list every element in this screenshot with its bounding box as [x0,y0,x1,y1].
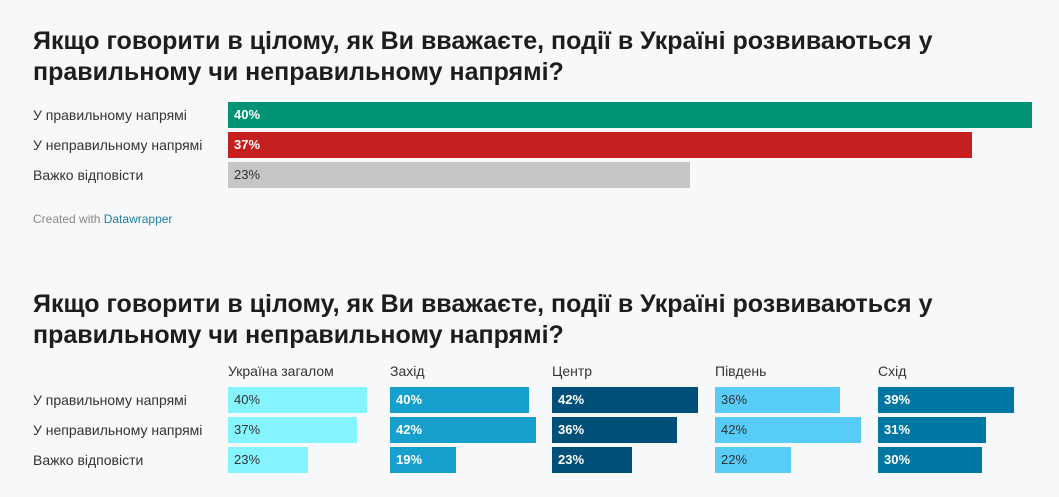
chart2-bar [552,387,698,413]
chart2-bar-value: 23% [234,452,261,467]
datawrapper-link[interactable]: Datawrapper [103,212,173,226]
chart1-bar [228,162,691,188]
chart2-bar-value: 37% [234,422,261,437]
chart2-bar-value: 42% [721,422,748,437]
chart1-bar [228,102,1032,128]
chart2-column-header: Південь [715,363,767,379]
chart2-bar-value: 19% [396,452,423,467]
chart2-bar [715,417,861,443]
chart1-bar-value: 40% [234,107,261,122]
chart2-column-header: Захід [390,363,425,379]
chart2-bar [228,417,357,443]
chart2-column-header: Центр [552,363,593,379]
chart2-bar [715,447,792,473]
chart2-column-header: Україна загалом [228,363,334,379]
chart2-bar-value: 36% [721,392,748,407]
chart2-bar [878,387,1014,413]
chart2-column-header: Схід [878,363,907,379]
chart2-bar-value: 40% [396,392,423,407]
chart1-title: Якщо говорити в цілому, як Ви вважаєте, … [33,27,933,86]
credit: Created with Datawrapper [33,212,172,226]
chart2-bar [390,387,530,413]
chart2-bar [228,447,308,473]
chart2-title: Якщо говорити в цілому, як Ви вважаєте, … [33,290,933,349]
chart2-bar-value: 42% [558,392,585,407]
chart2-bar-value: 36% [558,422,585,437]
chart2-bar-value: 40% [234,392,261,407]
chart2-bar-value: 39% [884,392,911,407]
chart1-bar-value: 23% [234,167,261,182]
chart2-bar [878,447,983,473]
chart2-row-label: Важко відповісти [33,452,144,468]
chart1-row-label: Важко відповісти [33,167,144,183]
chart2-bar [390,417,536,443]
chart2-bar [390,447,457,473]
chart2-bar-value: 31% [884,422,911,437]
chart1-bar [228,132,972,158]
chart1-row-label: У неправильному напрямі [33,137,203,153]
chart2-bar [715,387,841,413]
chart2-bar [552,447,632,473]
chart2-bar [228,387,368,413]
chart1-bar-value: 37% [234,137,261,152]
chart2-bar-value: 42% [396,422,423,437]
chart2-row-label: У правильному напрямі [33,392,187,408]
chart2-bar-value: 22% [721,452,748,467]
chart2-bar [552,417,678,443]
chart2-row-label: У неправильному напрямі [33,422,203,438]
chart2-bar-value: 23% [558,452,585,467]
chart1-row-label: У правильному напрямі [33,107,187,123]
chart2-bar-value: 30% [884,452,911,467]
chart2-bar [878,417,986,443]
credit-prefix: Created with [33,212,101,226]
